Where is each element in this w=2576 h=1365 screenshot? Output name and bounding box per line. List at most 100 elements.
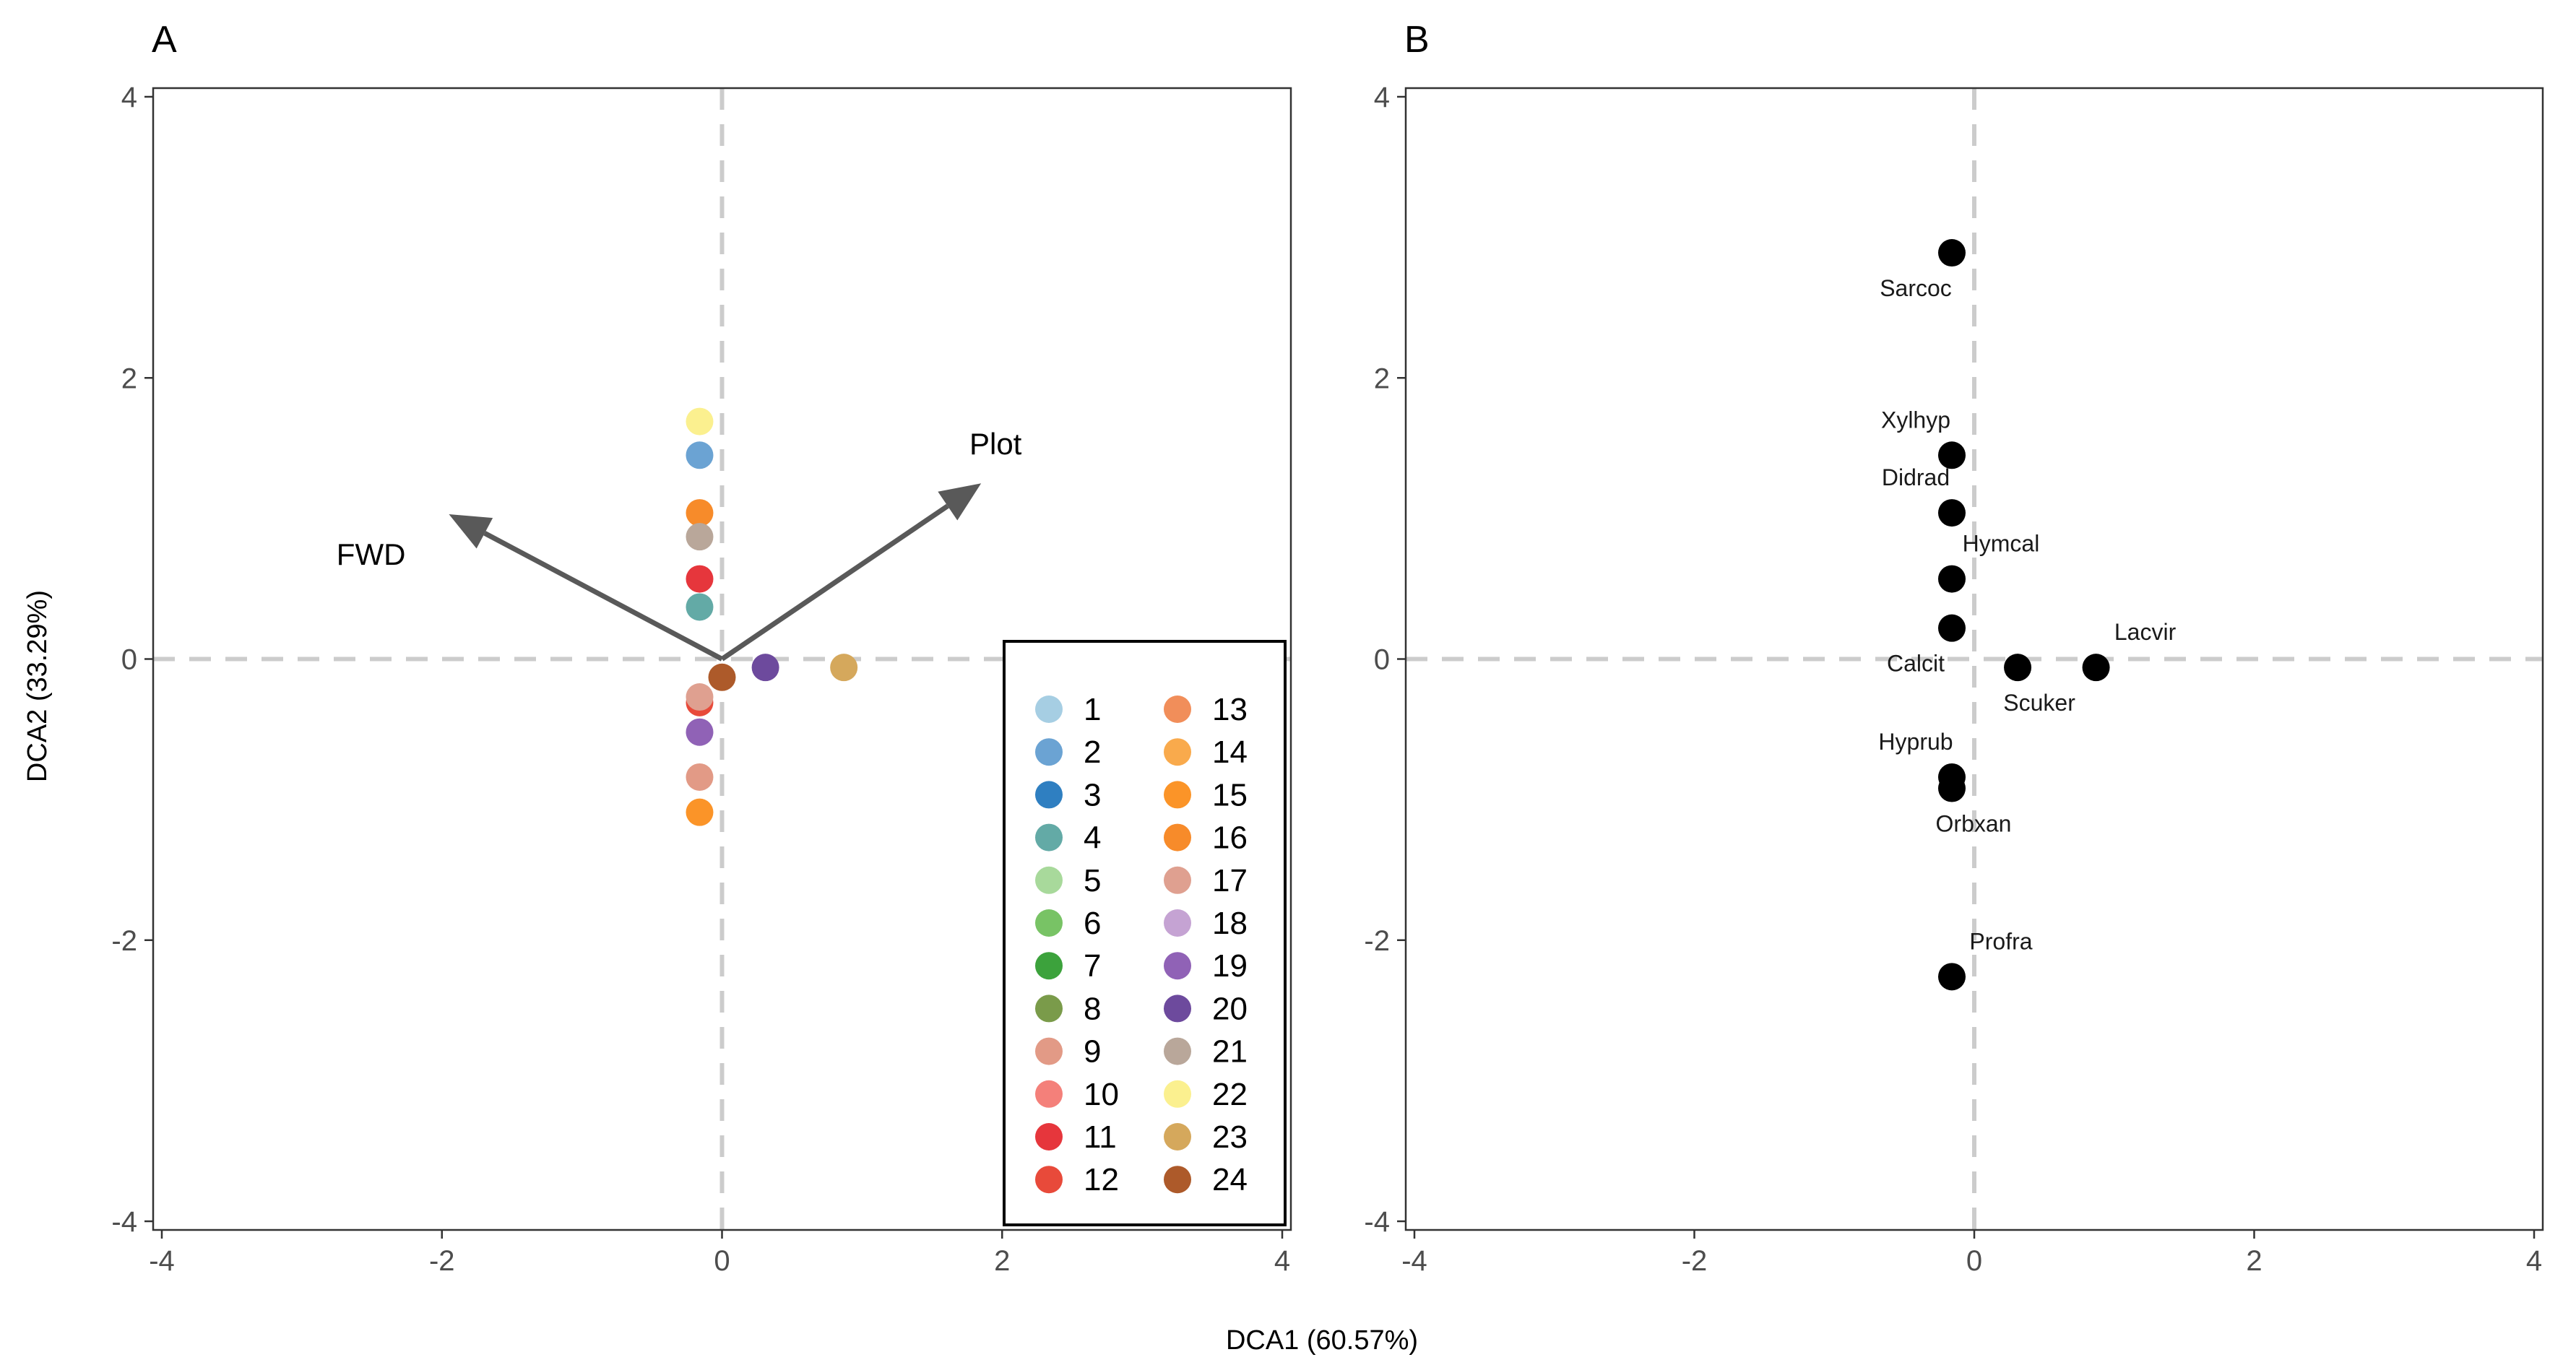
legend-key-8 bbox=[1035, 994, 1063, 1023]
species-point-xylhyp bbox=[1938, 441, 1966, 469]
legend-key-22 bbox=[1164, 1080, 1191, 1108]
legend-label-6: 6 bbox=[1084, 906, 1101, 941]
point-site-22 bbox=[686, 407, 714, 436]
y-tick-label: 0 bbox=[121, 644, 137, 676]
panel-b-border bbox=[1404, 87, 2544, 1231]
point-site-24 bbox=[708, 663, 736, 691]
species-point-hymcal bbox=[1938, 565, 1966, 593]
point-site-21 bbox=[686, 523, 714, 551]
legend-key-1 bbox=[1035, 696, 1063, 723]
legend-label-20: 20 bbox=[1212, 991, 1248, 1026]
x-tick-label: -4 bbox=[149, 1245, 175, 1277]
x-tick-label: 4 bbox=[2526, 1245, 2542, 1277]
point-site-15 bbox=[686, 798, 714, 826]
species-label-profra: Profra bbox=[1969, 928, 2032, 954]
y-tick-label: -2 bbox=[1364, 925, 1390, 957]
species-label-hyprub: Hyprub bbox=[1878, 729, 1953, 755]
legend-key-16 bbox=[1164, 823, 1191, 852]
species-label-lacvir: Lacvir bbox=[2114, 619, 2177, 645]
legend-key-6 bbox=[1035, 909, 1063, 937]
legend-label-15: 15 bbox=[1212, 777, 1248, 812]
legend-key-10 bbox=[1035, 1080, 1063, 1108]
vector-fwd-arrowhead bbox=[449, 514, 493, 549]
species-label-scuker: Scuker bbox=[2003, 690, 2075, 716]
species-point-calcit bbox=[1938, 614, 1966, 642]
point-site-23 bbox=[830, 654, 858, 682]
y-tick-label: 0 bbox=[1374, 644, 1390, 676]
legend-label-22: 22 bbox=[1212, 1077, 1248, 1112]
y-tick-label: -2 bbox=[111, 925, 137, 957]
legend-label-5: 5 bbox=[1084, 863, 1101, 898]
legend-key-17 bbox=[1164, 866, 1191, 894]
legend-label-10: 10 bbox=[1084, 1077, 1119, 1112]
legend-key-4 bbox=[1035, 823, 1063, 852]
legend-label-17: 17 bbox=[1212, 863, 1248, 898]
legend-label-9: 9 bbox=[1084, 1034, 1101, 1070]
legend-label-4: 4 bbox=[1084, 820, 1101, 856]
vector-fwd-label: FWD bbox=[337, 537, 406, 571]
legend-label-21: 21 bbox=[1212, 1034, 1248, 1070]
x-axis-title: DCA1 (60.57%) bbox=[1226, 1325, 1418, 1356]
legend-key-5 bbox=[1035, 866, 1063, 894]
legend-key-20 bbox=[1164, 994, 1191, 1023]
x-tick-label: 0 bbox=[714, 1245, 730, 1277]
x-tick-label: 0 bbox=[1966, 1245, 1982, 1277]
y-tick-label: 2 bbox=[1374, 363, 1390, 394]
legend-label-2: 2 bbox=[1084, 734, 1101, 770]
species-point-scuker bbox=[2004, 654, 2032, 682]
legend-key-9 bbox=[1035, 1037, 1063, 1065]
point-site-19 bbox=[686, 718, 714, 746]
vector-fwd-line bbox=[483, 531, 724, 662]
legend-label-19: 19 bbox=[1212, 948, 1248, 984]
species-label-hymcal: Hymcal bbox=[1963, 531, 2040, 557]
species-label-xylhyp: Xylhyp bbox=[1881, 407, 1950, 433]
legend-label-14: 14 bbox=[1212, 734, 1248, 770]
x-tick-label: -2 bbox=[429, 1245, 455, 1277]
legend-key-18 bbox=[1164, 909, 1191, 937]
species-point-orbxan bbox=[1938, 774, 1966, 802]
legend-key-21 bbox=[1164, 1037, 1191, 1065]
x-tick-label: 2 bbox=[2246, 1245, 2262, 1277]
point-site-9 bbox=[686, 763, 714, 791]
legend-label-16: 16 bbox=[1212, 820, 1248, 856]
species-point-profra bbox=[1938, 963, 1966, 991]
species-point-lacvir bbox=[2082, 654, 2110, 682]
panel-a-vectors: FWD Plot bbox=[337, 427, 1022, 662]
legend-key-15 bbox=[1164, 781, 1191, 809]
vector-plot-line bbox=[720, 503, 949, 662]
x-tick-label: -4 bbox=[1401, 1245, 1427, 1277]
panel-b-axes: -4 -2 0 2 4 -4 -2 0 2 4 bbox=[1364, 82, 2542, 1277]
species-label-calcit: Calcit bbox=[1887, 651, 1945, 677]
legend-label-12: 12 bbox=[1084, 1162, 1119, 1197]
point-site-11 bbox=[686, 565, 714, 593]
y-axis-title: DCA2 (33.29%) bbox=[22, 590, 53, 782]
y-tick-label: -4 bbox=[111, 1206, 137, 1238]
legend-label-11: 11 bbox=[1084, 1119, 1117, 1155]
point-site-2 bbox=[686, 441, 714, 469]
legend-key-24 bbox=[1164, 1166, 1191, 1194]
vector-plot-label: Plot bbox=[969, 427, 1022, 461]
legend-key-23 bbox=[1164, 1123, 1191, 1150]
legend-key-14 bbox=[1164, 738, 1191, 766]
legend-label-24: 24 bbox=[1212, 1162, 1248, 1197]
legend-key-2 bbox=[1035, 738, 1063, 766]
point-site-20 bbox=[751, 654, 779, 682]
species-label-didrad: Didrad bbox=[1882, 464, 1950, 490]
legend-label-3: 3 bbox=[1084, 777, 1101, 812]
legend-key-3 bbox=[1035, 781, 1063, 809]
point-site-16 bbox=[686, 499, 714, 527]
species-label-sarcoc: Sarcoc bbox=[1880, 275, 1952, 301]
vector-plot-arrowhead bbox=[938, 483, 982, 521]
panel-b-tag: B bbox=[1404, 19, 1430, 61]
panel-a-points bbox=[686, 407, 858, 826]
species-label-orbxan: Orbxan bbox=[1936, 811, 2012, 837]
panel-b-points: Sarcoc Xylhyp Didrad Hymcal Calcit Scuker Lacv… bbox=[1878, 239, 2177, 991]
y-tick-label: 2 bbox=[121, 363, 137, 394]
legend-key-11 bbox=[1035, 1123, 1063, 1150]
legend-key-19 bbox=[1164, 952, 1191, 980]
panel-b: B Sarcoc Xylhyp Didrad Hymcal Calcit Scuker La… bbox=[1364, 19, 2544, 1277]
